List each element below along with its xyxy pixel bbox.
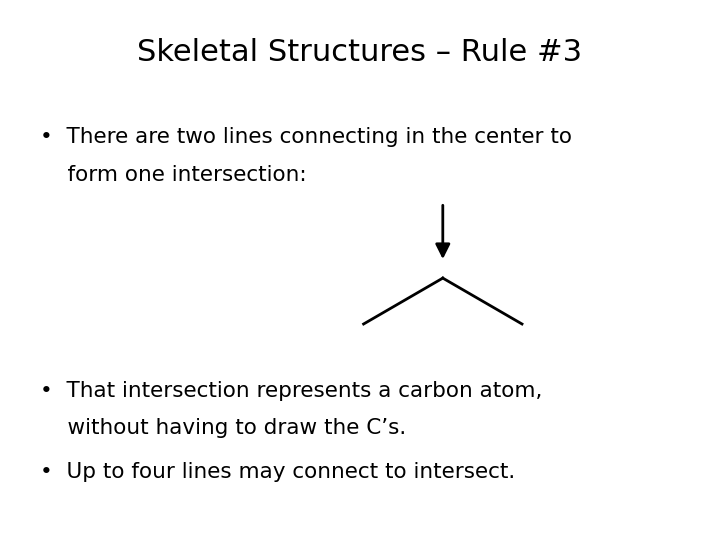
Text: •  Up to four lines may connect to intersect.: • Up to four lines may connect to inters… bbox=[40, 462, 515, 482]
Text: Skeletal Structures – Rule #3: Skeletal Structures – Rule #3 bbox=[138, 38, 582, 67]
Text: •  That intersection represents a carbon atom,: • That intersection represents a carbon … bbox=[40, 381, 542, 401]
Text: form one intersection:: form one intersection: bbox=[40, 165, 306, 185]
Text: •  There are two lines connecting in the center to: • There are two lines connecting in the … bbox=[40, 127, 572, 147]
Text: without having to draw the C’s.: without having to draw the C’s. bbox=[40, 418, 406, 438]
